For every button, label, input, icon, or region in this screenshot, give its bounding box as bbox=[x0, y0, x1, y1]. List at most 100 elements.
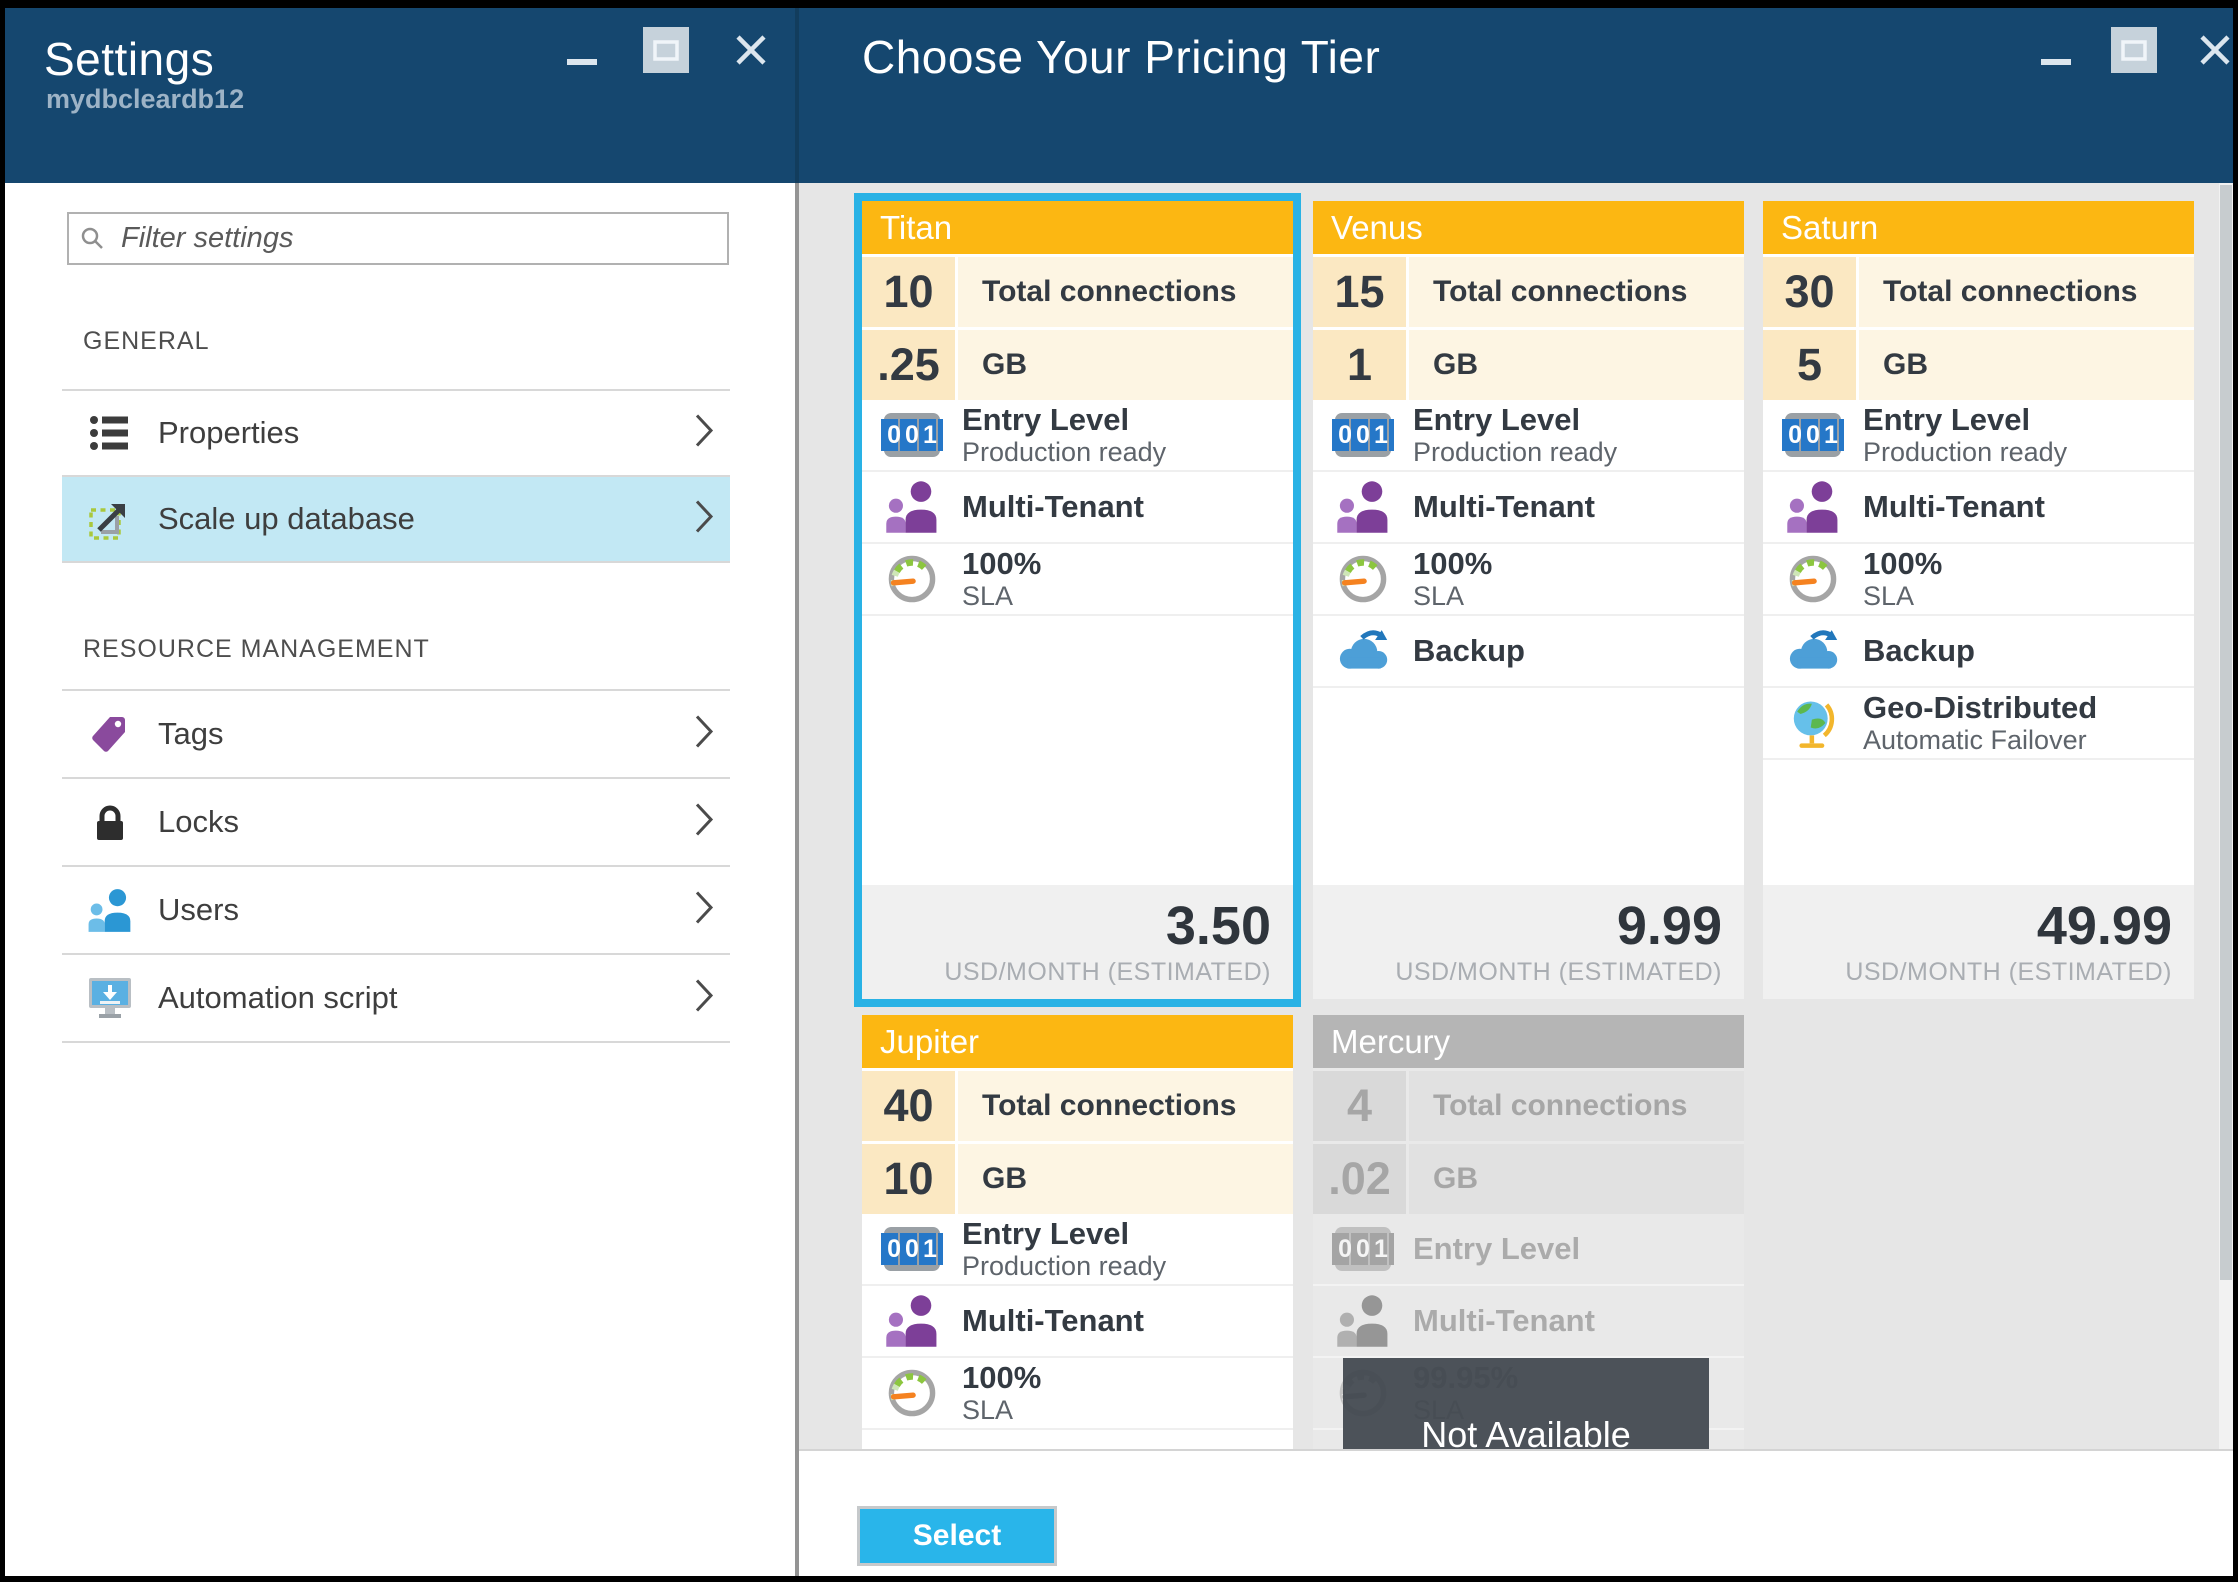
multi-tenant-icon bbox=[862, 480, 962, 534]
settings-panel-header: Settings mydbcleardb12 bbox=[5, 8, 795, 183]
stat-gb: .25 GB bbox=[862, 330, 1293, 400]
settings-panel: Settings mydbcleardb12 GENERAL Propertie… bbox=[5, 8, 795, 1576]
panel-divider bbox=[795, 8, 799, 1576]
sidebar-item-automation-script[interactable]: Automation script bbox=[62, 953, 730, 1041]
geo-globe-icon bbox=[1763, 697, 1863, 749]
feature-backup: Backup bbox=[1763, 616, 2194, 688]
sidebar-item-users[interactable]: Users bbox=[62, 865, 730, 953]
stat-total-connections: 30 Total connections bbox=[1763, 257, 2194, 327]
sidebar-item-scale-up-database[interactable]: Scale up database bbox=[62, 475, 730, 561]
feature-entry-level: 001 Entry Level bbox=[1313, 1214, 1744, 1286]
sla-gauge-icon bbox=[1313, 553, 1413, 605]
sla-gauge-icon bbox=[862, 1367, 962, 1419]
stat-total-connections: 10 Total connections bbox=[862, 257, 1293, 327]
select-button[interactable]: Select bbox=[857, 1506, 1057, 1566]
general-menu: Properties Scale up database bbox=[62, 389, 730, 563]
section-label-general: GENERAL bbox=[83, 327, 210, 355]
tier-name: Jupiter bbox=[862, 1015, 1293, 1068]
entry-level-odometer-icon: 001 bbox=[1313, 1227, 1413, 1271]
feature-sla: 100% SLA bbox=[862, 1358, 1293, 1430]
multi-tenant-icon bbox=[1313, 480, 1413, 534]
tier-card-venus[interactable]: Venus 15 Total connections 1 GB 001 Entr… bbox=[1313, 201, 1744, 999]
section-label-resource-management: RESOURCE MANAGEMENT bbox=[83, 635, 430, 663]
bottom-action-bar: Select bbox=[799, 1449, 2233, 1576]
chevron-right-icon bbox=[694, 500, 714, 539]
feature-entry-level: 001 Entry Level Production ready bbox=[862, 1214, 1293, 1286]
entry-level-odometer-icon: 001 bbox=[1313, 413, 1413, 457]
tier-name: Venus bbox=[1313, 201, 1744, 254]
stat-gb: 10 GB bbox=[862, 1144, 1293, 1214]
automation-script-icon bbox=[62, 977, 158, 1019]
feature-entry-level: 001 Entry Level Production ready bbox=[1763, 400, 2194, 472]
resource-management-menu: Tags Locks Users bbox=[62, 689, 730, 1043]
feature-entry-level: 001 Entry Level Production ready bbox=[1313, 400, 1744, 472]
chevron-right-icon bbox=[694, 979, 714, 1018]
feature-multi-tenant: Multi-Tenant bbox=[1763, 472, 2194, 544]
search-icon bbox=[81, 227, 104, 249]
feature-sla: 100% SLA bbox=[1763, 544, 2194, 616]
feature-multi-tenant: Multi-Tenant bbox=[1313, 472, 1744, 544]
feature-entry-level: 001 Entry Level Production ready bbox=[862, 400, 1293, 472]
scale-up-icon bbox=[62, 498, 158, 540]
tier-card-mercury: Mercury 4 Total connections .02 GB 001 E… bbox=[1313, 1015, 1744, 1449]
sla-gauge-icon bbox=[1763, 553, 1863, 605]
tier-name: Titan bbox=[862, 201, 1293, 254]
sidebar-item-properties[interactable]: Properties bbox=[62, 389, 730, 475]
tier-name: Mercury bbox=[1313, 1015, 1744, 1068]
chevron-right-icon bbox=[694, 715, 714, 754]
stat-total-connections: 4 Total connections bbox=[1313, 1071, 1744, 1141]
maximize-button[interactable] bbox=[2111, 27, 2157, 73]
tier-card-jupiter[interactable]: Jupiter 40 Total connections 10 GB 001 E… bbox=[862, 1015, 1293, 1449]
pricing-panel-header: Choose Your Pricing Tier bbox=[799, 8, 2233, 183]
multi-tenant-icon bbox=[862, 1294, 962, 1348]
properties-list-icon bbox=[62, 415, 158, 451]
sidebar-item-tags[interactable]: Tags bbox=[62, 689, 730, 777]
tier-name: Saturn bbox=[1763, 201, 2194, 254]
chevron-right-icon bbox=[694, 414, 714, 453]
tier-card-saturn[interactable]: Saturn 30 Total connections 5 GB 001 Ent… bbox=[1763, 201, 2194, 999]
price-block: 3.50 USD/MONTH (ESTIMATED) bbox=[862, 885, 1293, 999]
backup-cloud-icon bbox=[1313, 629, 1413, 673]
stat-total-connections: 40 Total connections bbox=[862, 1071, 1293, 1141]
feature-multi-tenant: Multi-Tenant bbox=[862, 472, 1293, 544]
stat-gb: 1 GB bbox=[1313, 330, 1744, 400]
feature-multi-tenant: Multi-Tenant bbox=[862, 1286, 1293, 1358]
price-block: 49.99 USD/MONTH (ESTIMATED) bbox=[1763, 885, 2194, 999]
settings-body: GENERAL Properties Scale up database bbox=[5, 183, 795, 1576]
feature-sla: 100% SLA bbox=[862, 544, 1293, 616]
filter-settings-box bbox=[67, 212, 729, 265]
feature-geo-distributed: Geo-Distributed Automatic Failover bbox=[1763, 688, 2194, 760]
vertical-scrollbar[interactable] bbox=[2219, 183, 2233, 1449]
feature-sla: 100% SLA bbox=[1313, 544, 1744, 616]
entry-level-odometer-icon: 001 bbox=[1763, 413, 1863, 457]
feature-multi-tenant: Multi-Tenant bbox=[1313, 1286, 1744, 1358]
multi-tenant-icon bbox=[1763, 480, 1863, 534]
lock-icon bbox=[62, 803, 158, 841]
price-block: 9.99 USD/MONTH (ESTIMATED) bbox=[1313, 885, 1744, 999]
minimize-button[interactable] bbox=[2039, 52, 2073, 72]
backup-cloud-icon bbox=[1763, 629, 1863, 673]
feature-backup: Backup bbox=[1313, 616, 1744, 688]
sla-gauge-icon bbox=[862, 553, 962, 605]
pricing-title: Choose Your Pricing Tier bbox=[862, 31, 1381, 83]
stat-gb: 5 GB bbox=[1763, 330, 2194, 400]
stat-gb: .02 GB bbox=[1313, 1144, 1744, 1214]
tier-card-titan[interactable]: Titan 10 Total connections .25 GB 001 En… bbox=[862, 201, 1293, 999]
close-button[interactable] bbox=[733, 32, 769, 68]
users-icon bbox=[62, 888, 158, 933]
chevron-right-icon bbox=[694, 891, 714, 930]
close-button[interactable] bbox=[2197, 32, 2233, 68]
minimize-button[interactable] bbox=[565, 52, 599, 72]
sidebar-item-locks[interactable]: Locks bbox=[62, 777, 730, 865]
entry-level-odometer-icon: 001 bbox=[862, 413, 962, 457]
scrollbar-thumb[interactable] bbox=[2220, 185, 2232, 1280]
stat-total-connections: 15 Total connections bbox=[1313, 257, 1744, 327]
settings-subtitle: mydbcleardb12 bbox=[46, 84, 245, 114]
multi-tenant-icon bbox=[1313, 1294, 1413, 1348]
tag-icon bbox=[62, 714, 158, 754]
maximize-button[interactable] bbox=[643, 27, 689, 73]
filter-settings-input[interactable] bbox=[119, 221, 715, 256]
entry-level-odometer-icon: 001 bbox=[862, 1227, 962, 1271]
pricing-tier-panel: Choose Your Pricing Tier Titan 10 Total … bbox=[799, 8, 2233, 1576]
